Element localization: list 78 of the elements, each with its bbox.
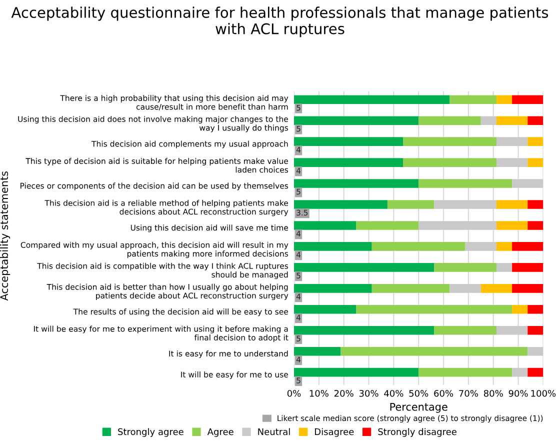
x-tick-label: 10% — [310, 390, 328, 397]
bar — [528, 158, 544, 167]
x-tick-label: 60% — [434, 390, 454, 397]
bar — [450, 284, 481, 293]
legend-label: Disagree — [315, 428, 354, 437]
bar — [528, 368, 544, 377]
bar — [340, 346, 528, 356]
bar — [294, 95, 450, 104]
bar — [450, 95, 496, 104]
bar — [528, 326, 544, 335]
bar — [512, 304, 528, 314]
bar — [418, 116, 481, 125]
bar — [294, 200, 388, 209]
legend-label: Strongly disagree — [378, 428, 456, 437]
bar — [512, 284, 544, 293]
x-tick-label: 20% — [334, 390, 354, 397]
bar — [434, 263, 496, 272]
bar — [496, 263, 512, 272]
bar — [496, 242, 512, 251]
x-axis-title: Percentage — [390, 403, 448, 413]
bar — [528, 200, 544, 209]
bar — [496, 116, 528, 125]
legend-label: Strongly agree — [118, 428, 184, 437]
x-tick-label: 100% — [531, 390, 556, 397]
bar — [496, 158, 528, 167]
bar — [480, 116, 496, 125]
bar — [512, 95, 544, 104]
bar — [294, 263, 434, 272]
bar — [496, 221, 528, 230]
x-tick-label: 0% — [287, 390, 301, 397]
bar — [294, 242, 372, 251]
bar — [294, 304, 356, 314]
bar — [294, 116, 419, 125]
legend-label: Neutral — [258, 428, 290, 436]
bar — [372, 284, 450, 293]
bar — [434, 200, 496, 209]
bar — [434, 326, 496, 335]
bar — [418, 368, 512, 377]
bar — [528, 221, 544, 230]
bar — [512, 368, 528, 377]
bar — [294, 346, 341, 356]
bar — [528, 346, 544, 356]
bar — [294, 284, 372, 293]
bar — [496, 326, 528, 335]
bar — [294, 137, 404, 146]
bar — [480, 284, 512, 293]
bar — [387, 200, 434, 209]
bar — [403, 158, 496, 167]
legend-label: Agree — [207, 428, 234, 437]
bar — [528, 137, 544, 146]
x-tick-label: 30% — [359, 390, 378, 397]
bar — [496, 200, 528, 209]
bar — [356, 221, 419, 230]
bar — [294, 158, 404, 167]
bar — [496, 95, 512, 104]
y-axis-title: Acceptability statements — [0, 171, 10, 301]
x-tick-label: 90% — [508, 390, 528, 397]
bar — [294, 368, 419, 377]
x-tick-label: 50% — [409, 390, 428, 397]
bar — [372, 242, 466, 251]
bar — [356, 304, 512, 314]
bar — [496, 137, 528, 146]
bar — [465, 242, 496, 251]
x-tick-label: 80% — [484, 390, 503, 397]
bar — [528, 116, 544, 125]
bar — [294, 326, 434, 335]
bar — [512, 179, 544, 188]
x-tick-label: 40% — [384, 390, 404, 397]
bar — [528, 304, 544, 314]
bar — [418, 179, 512, 188]
bar — [294, 179, 419, 188]
bar — [403, 137, 496, 146]
bar — [294, 221, 356, 230]
x-tick-label: 70% — [459, 390, 478, 397]
bar — [512, 242, 544, 251]
bar — [418, 221, 496, 230]
chart-title: Acceptability questionnaire for health professionals that manage patients with ACL ruptures — [11, 6, 548, 38]
bar — [512, 263, 544, 272]
